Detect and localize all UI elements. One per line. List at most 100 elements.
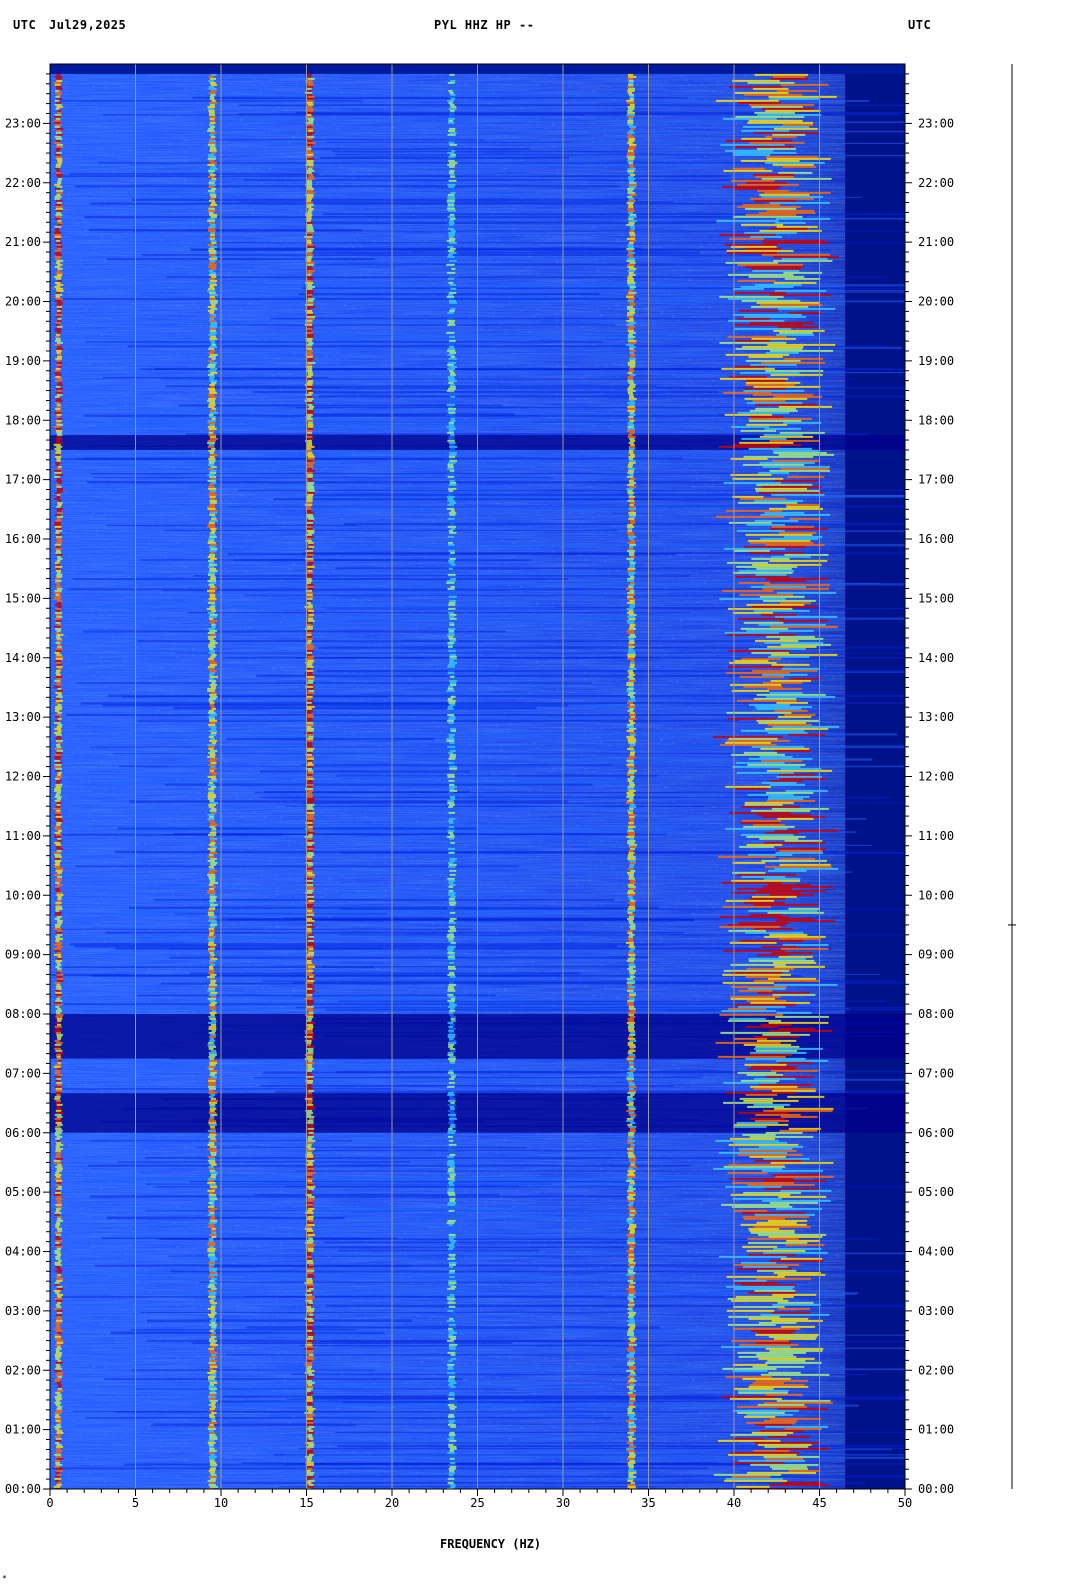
- spectral-line-4: [628, 137, 636, 140]
- spectral-line-0: [54, 1425, 62, 1428]
- spectral-line-1: [209, 259, 216, 262]
- spectral-line-0: [57, 1229, 63, 1232]
- time-streak: [288, 1347, 905, 1350]
- spectral-line-4: [628, 205, 634, 208]
- spectral-line-5: [718, 1439, 781, 1442]
- spectral-line-3: [447, 611, 454, 614]
- spectral-line-0: [55, 1209, 60, 1212]
- spectral-line-3: [448, 733, 455, 736]
- spectral-line-2: [307, 1055, 313, 1058]
- spectral-line-4: [628, 1029, 635, 1032]
- spectral-line-5: [755, 1113, 801, 1116]
- spectral-line-4: [627, 687, 634, 690]
- spectral-line-2: [306, 1203, 313, 1206]
- spectral-line-3: [450, 843, 456, 846]
- spectral-line-3: [449, 771, 455, 774]
- spectral-line-1: [208, 229, 216, 232]
- spectral-line-2: [305, 855, 313, 858]
- spectral-line-1: [208, 265, 217, 268]
- spectral-line-1: [210, 1431, 215, 1434]
- time-streak: [196, 1146, 527, 1148]
- spectral-line-3: [449, 391, 456, 394]
- spectral-line-2: [306, 1033, 315, 1036]
- spectral-line-3: [447, 1267, 456, 1270]
- spectral-line-5: [732, 443, 802, 446]
- spectral-line-5: [751, 605, 819, 608]
- spectral-line-2: [307, 565, 315, 568]
- spectral-line-0: [55, 1373, 63, 1376]
- spectral-line-2: [305, 585, 314, 588]
- spectral-line-1: [207, 891, 216, 894]
- spectral-line-5: [730, 1433, 787, 1436]
- spectral-line-4: [626, 723, 634, 726]
- spectral-line-0: [56, 1483, 62, 1486]
- time-streak: [319, 395, 905, 398]
- spectral-line-4: [628, 441, 634, 444]
- time-streak: [150, 1424, 356, 1427]
- spectral-line-4: [629, 233, 636, 236]
- spectral-line-2: [307, 569, 313, 572]
- spectral-line-1: [210, 323, 218, 326]
- spectral-line-1: [209, 767, 217, 770]
- spectral-line-4: [629, 1389, 637, 1392]
- spectral-line-3: [448, 1041, 457, 1044]
- spectral-line-5: [770, 625, 838, 628]
- time-streak: [341, 797, 823, 800]
- spectral-line-2: [307, 457, 315, 460]
- spectral-line-2: [305, 1213, 312, 1216]
- spectral-line-5: [742, 1265, 788, 1268]
- spectral-line-5: [727, 561, 769, 564]
- spectral-line-0: [55, 1237, 62, 1240]
- spectral-line-1: [209, 1273, 218, 1276]
- spectral-line-1: [209, 495, 216, 498]
- spectral-line-5: [722, 1367, 777, 1370]
- time-streak: [91, 974, 802, 977]
- spectral-line-1: [209, 639, 216, 642]
- spectral-line-5: [738, 1111, 789, 1114]
- spectral-line-3: [449, 833, 455, 836]
- spectral-line-2: [306, 75, 312, 78]
- spectral-line-2: [307, 1407, 316, 1410]
- spectral-line-2: [306, 893, 314, 896]
- spectral-line-5: [754, 705, 813, 708]
- spectral-line-0: [56, 983, 61, 986]
- spectral-line-0: [56, 915, 62, 918]
- time-streak: [255, 1216, 626, 1220]
- spectral-line-1: [208, 431, 214, 434]
- spectral-line-4: [627, 785, 635, 788]
- spectral-line-0: [57, 389, 62, 392]
- spectral-line-0: [54, 497, 61, 500]
- spectral-line-3: [449, 625, 456, 628]
- spectral-line-5: [744, 1415, 776, 1418]
- spectral-line-2: [306, 717, 313, 720]
- spectral-line-2: [305, 289, 314, 292]
- spectral-line-1: [208, 491, 216, 494]
- spectral-line-5: [719, 915, 789, 918]
- spectral-line-0: [56, 421, 61, 424]
- time-streak: [271, 317, 732, 320]
- spectral-line-1: [210, 1309, 216, 1312]
- spectral-line-3: [447, 691, 457, 694]
- spectral-line-3: [447, 311, 454, 314]
- spectral-line-1: [209, 887, 215, 890]
- spectral-line-3: [449, 443, 455, 446]
- spectral-line-5: [730, 995, 781, 998]
- spectral-line-1: [209, 1183, 217, 1186]
- spectral-line-3: [448, 823, 458, 826]
- spectral-line-1: [207, 947, 216, 950]
- spectral-line-5: [789, 677, 821, 680]
- spectral-line-1: [209, 1167, 215, 1170]
- spectral-line-5: [766, 577, 828, 580]
- spectral-line-0: [56, 1445, 64, 1448]
- spectral-line-1: [209, 1017, 217, 1020]
- spectral-line-0: [55, 751, 63, 754]
- spectral-line-2: [305, 557, 314, 560]
- spectral-line-5: [729, 661, 777, 664]
- spectral-line-2: [307, 1045, 315, 1048]
- spectral-line-0: [56, 809, 61, 812]
- spectral-line-0: [58, 667, 62, 670]
- spectral-line-3: [449, 223, 454, 226]
- spectral-line-1: [210, 547, 218, 550]
- spectral-line-4: [628, 449, 634, 452]
- spectral-line-5: [749, 141, 805, 144]
